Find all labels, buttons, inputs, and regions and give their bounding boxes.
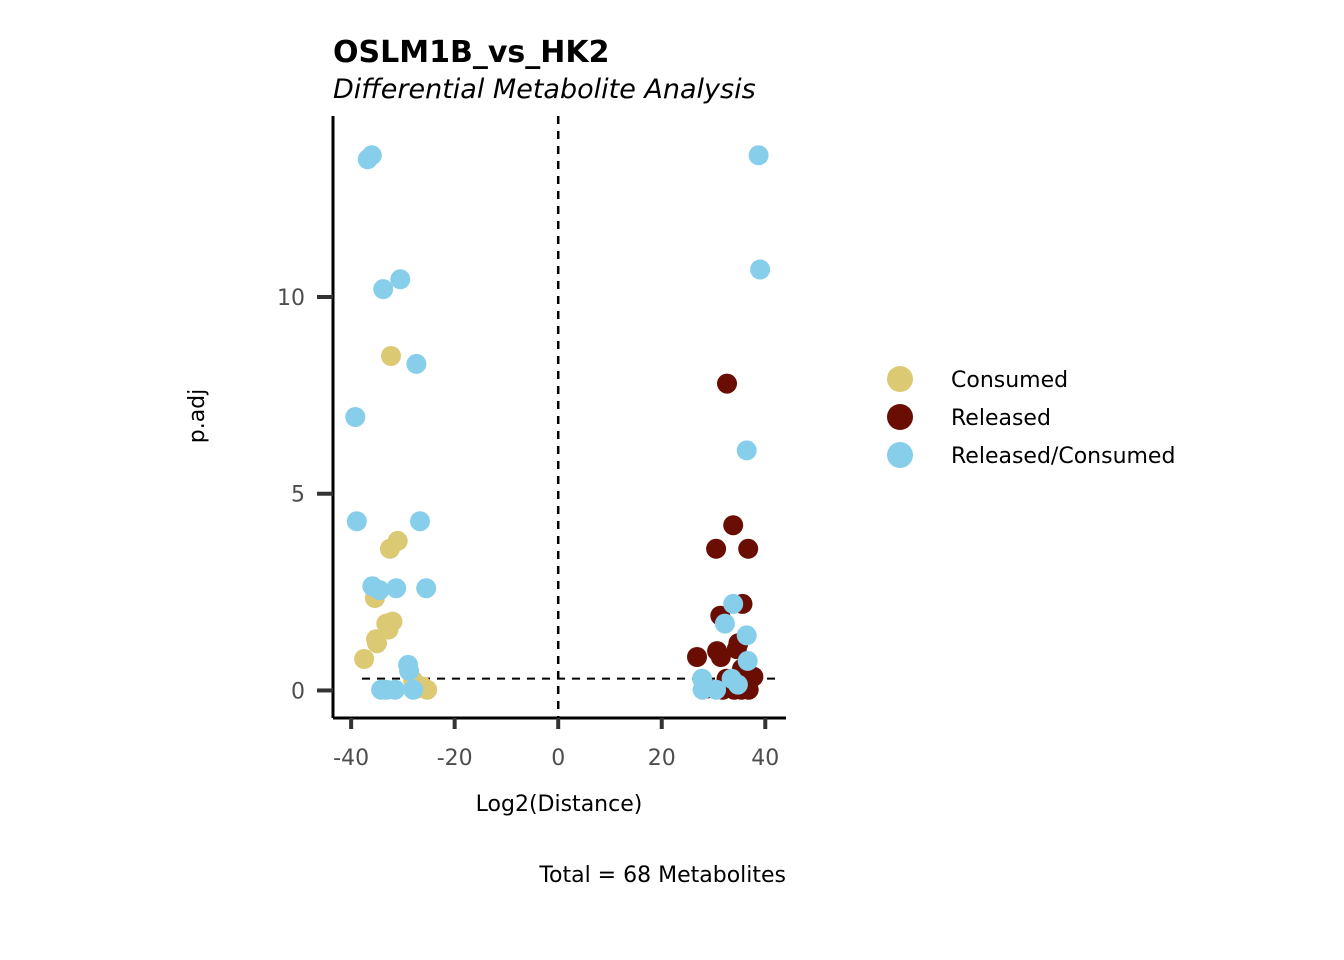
point-released-0 [717,373,737,394]
point-released-consumed-1 [361,145,382,166]
legend-label-released-consumed: Released/Consumed [951,444,1175,469]
point-released-10 [687,647,707,667]
point-released-consumed-26 [385,679,406,700]
point-consumed-0 [381,346,401,366]
chart-subtitle: Differential Metabolite Analysis [333,74,756,105]
point-released-2 [706,538,727,559]
chart-title: OSLM1B_vs_HK2 [333,35,609,70]
point-released-consumed-12 [386,578,407,599]
reference-lines [362,116,778,718]
axes: -40 -20 0 20 40 0 5 10 [277,116,786,771]
point-consumed-8 [367,633,387,654]
legend-key-released [887,404,913,430]
x-tick-label: 20 [648,746,676,771]
point-released-consumed-9 [346,511,367,532]
point-released-consumed-23 [727,674,748,695]
point-released-9 [710,647,731,667]
point-released-consumed-20 [399,660,420,681]
point-released-consumed-13 [416,578,437,599]
point-consumed-9 [354,649,375,669]
data-points [345,145,771,700]
point-released-consumed-8 [736,440,757,461]
point-released-consumed-5 [750,259,771,280]
point-released-consumed-15 [723,593,744,614]
point-released-consumed-7 [345,407,366,427]
point-consumed-13 [417,679,438,700]
point-released-consumed-16 [714,613,735,634]
point-released-1 [723,515,744,536]
legend-key-consumed [887,366,913,392]
legend-label-consumed: Consumed [951,368,1068,393]
point-released-consumed-17 [736,625,757,646]
x-tick-label: 40 [751,746,779,771]
legend-key-released-consumed [887,442,913,468]
point-released-consumed-4 [373,279,394,300]
point-released-consumed-27 [403,679,424,700]
point-released-3 [738,538,759,559]
x-tick-label: -20 [437,746,473,771]
chart-caption: Total = 68 Metabolites [538,863,786,888]
point-released-consumed-6 [406,353,427,374]
point-released-consumed-19 [737,650,758,671]
point-released-consumed-3 [390,269,411,290]
point-consumed-2 [387,530,408,551]
legend-label-released: Released [951,406,1051,431]
y-tick-label: 0 [291,679,305,704]
y-axis-title: p.adj [185,389,210,444]
point-released-consumed-14 [369,580,390,601]
x-tick-label: -40 [333,746,369,771]
x-tick-label: 0 [551,746,565,771]
x-axis-title: Log2(Distance) [476,792,643,817]
point-released-consumed-2 [748,145,769,166]
y-tick-label: 10 [277,286,305,311]
legend: Consumed Released Released/Consumed [887,366,1175,469]
point-released-consumed-29 [706,679,727,700]
point-released-consumed-10 [410,511,430,532]
y-tick-label: 5 [291,483,305,508]
